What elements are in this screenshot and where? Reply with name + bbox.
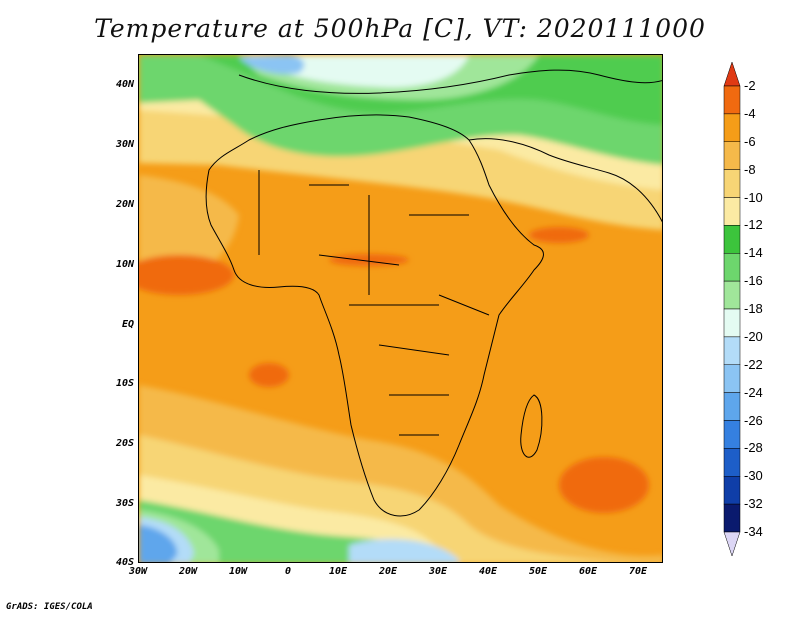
warm-patch-atlantic [139,255,234,295]
colorbar-segment [723,308,741,338]
colorbar-segments [723,85,741,533]
arabia-outline [468,138,662,223]
colorbar-top-arrow [723,61,741,87]
warm-patch-gulf [249,363,289,387]
lon-label: 10E [328,566,348,577]
lon-label: 20E [378,566,398,577]
colorbar-segment [723,169,741,198]
lon-label: 30W [128,566,148,577]
colorbar-segment [723,364,741,393]
colorbar-segment [723,448,741,477]
colorbar-segment [723,253,741,282]
lat-label: 30N [115,139,134,150]
colorbar-segment [723,85,741,115]
lon-label: 50E [528,566,548,577]
lat-label: 30S [115,498,134,509]
colorbar-segment [723,336,741,365]
colorbar-label: -26 [744,412,763,428]
colorbar-label: -24 [744,384,763,400]
colorbar-label: -6 [744,133,756,149]
warm-patch-indian-ocean [559,457,649,513]
africa-outline [205,114,544,517]
colorbar-segment [723,280,741,310]
colorbar-segment [723,503,741,533]
band-minus20-north [249,55,469,88]
colorbar-segment [723,113,741,142]
lat-label: 10N [115,259,134,270]
lat-label: 20N [115,199,134,210]
colorbar-label: -8 [744,161,756,177]
colorbar-label: -20 [744,328,763,344]
madagascar-outline [520,394,543,458]
colorbar-label: -4 [744,105,756,121]
colorbar-label: -2 [744,78,756,93]
colorbar-label: -12 [744,217,763,233]
colorbar-label: -32 [744,496,763,512]
colorbar-label: -30 [744,468,763,484]
colorbar-graphic [723,61,741,557]
cold-core-north [239,55,305,75]
colorbar-label: -14 [744,245,763,261]
lat-label: 10S [115,378,134,389]
map-title: Temperature at 500hPa [C], VT: 202011100… [94,14,706,43]
lon-label: 30E [428,566,448,577]
colorbar-segment [723,141,741,170]
temperature-field [139,55,662,562]
colorbar-bottom-arrow [723,531,741,557]
colorbar-label: -10 [744,189,763,205]
colorbar-label: -34 [744,524,763,539]
mediterranean-outline [238,69,662,94]
lon-label: 10W [228,566,248,577]
lon-label: 20W [178,566,198,577]
colorbar-segment [723,420,741,449]
colorbar-segment [723,225,741,254]
lat-label: 40S [115,557,134,568]
band-minus26-south [139,525,178,562]
colorbar-label: -16 [744,273,763,289]
colorbar-segment [723,392,741,421]
lat-label: 20S [115,438,134,449]
lat-label: 40N [115,79,134,90]
lon-label: 0 [284,566,292,577]
colorbar: -2 -4 -6 -8 -10 -12 -14 -16 -18 -20 -22 -24 -26 -28 -3… [722,61,763,560]
colorbar-label: -18 [744,301,763,316]
warm-patch-arabian [529,227,589,243]
country-borders [258,170,490,436]
lon-label: 40E [478,566,498,577]
colorbar-label: -22 [744,356,763,372]
colorbar-segment [723,197,741,226]
lat-label: EQ [121,319,134,330]
colorbar-segment [723,476,741,505]
lon-label: 70E [628,566,648,577]
coastlines [205,69,662,517]
cold-patch-south-center [349,539,459,562]
temperature-map [138,54,663,563]
lon-label: 60E [578,566,598,577]
colorbar-label: -28 [744,440,763,456]
credit-text: GrADS: IGES/COLA [6,602,93,612]
